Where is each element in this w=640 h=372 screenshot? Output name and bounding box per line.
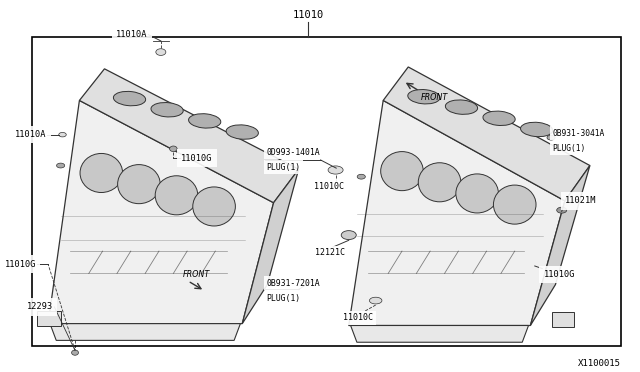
Polygon shape: [349, 100, 565, 326]
Text: PLUG(1): PLUG(1): [552, 144, 586, 153]
Text: 0D993-1401A: 0D993-1401A: [266, 148, 320, 157]
Ellipse shape: [56, 163, 65, 168]
Text: 11010A: 11010A: [15, 130, 46, 139]
Ellipse shape: [369, 297, 382, 304]
Ellipse shape: [80, 153, 123, 193]
Polygon shape: [38, 311, 61, 326]
Ellipse shape: [557, 207, 566, 213]
Ellipse shape: [72, 350, 79, 355]
Ellipse shape: [547, 135, 555, 140]
Ellipse shape: [328, 166, 343, 174]
Text: FRONT: FRONT: [183, 270, 210, 279]
Text: 11010G: 11010G: [543, 270, 575, 279]
Polygon shape: [48, 100, 273, 324]
Ellipse shape: [419, 163, 461, 202]
Text: 11021M: 11021M: [565, 196, 596, 205]
Text: 0B931-3041A: 0B931-3041A: [552, 129, 605, 138]
Ellipse shape: [189, 114, 221, 128]
Text: FRONT: FRONT: [420, 93, 448, 102]
Polygon shape: [79, 69, 299, 203]
Text: 11010G: 11010G: [4, 260, 36, 269]
Ellipse shape: [113, 92, 146, 106]
Ellipse shape: [493, 185, 536, 224]
Ellipse shape: [156, 176, 198, 215]
Polygon shape: [531, 166, 590, 326]
Text: 11010G: 11010G: [181, 154, 212, 163]
Ellipse shape: [151, 103, 183, 117]
Polygon shape: [383, 67, 590, 201]
Ellipse shape: [59, 132, 67, 137]
Ellipse shape: [483, 111, 515, 125]
Polygon shape: [50, 324, 241, 340]
Ellipse shape: [520, 122, 553, 137]
Text: 12121C: 12121C: [315, 248, 345, 257]
Text: 0B931-7201A: 0B931-7201A: [266, 279, 320, 288]
Ellipse shape: [341, 231, 356, 240]
Ellipse shape: [357, 174, 365, 179]
Text: PLUG(1): PLUG(1): [266, 163, 300, 172]
Ellipse shape: [170, 146, 177, 152]
Text: 11010A: 11010A: [116, 30, 148, 39]
Text: X1100015: X1100015: [578, 359, 621, 368]
Ellipse shape: [156, 49, 166, 55]
Ellipse shape: [381, 152, 423, 190]
Polygon shape: [552, 312, 574, 327]
Ellipse shape: [193, 187, 236, 226]
Ellipse shape: [456, 174, 499, 213]
Ellipse shape: [408, 90, 440, 104]
Text: PLUG(1): PLUG(1): [266, 294, 300, 303]
Polygon shape: [243, 169, 299, 324]
Text: 11010C: 11010C: [343, 313, 373, 322]
Text: 11010: 11010: [292, 10, 324, 20]
Text: 12293: 12293: [27, 302, 53, 311]
Ellipse shape: [226, 125, 259, 139]
Polygon shape: [351, 326, 529, 342]
Text: 11010C: 11010C: [314, 182, 344, 191]
Ellipse shape: [445, 100, 477, 114]
Ellipse shape: [118, 164, 160, 204]
